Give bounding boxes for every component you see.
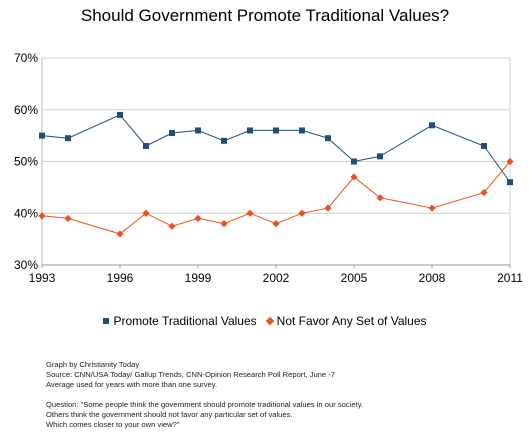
data-point-promote [351, 158, 357, 165]
y-tick-label: 60% [14, 103, 38, 117]
data-point-promote [429, 122, 435, 129]
chart-title: Should Government Promote Traditional Va… [80, 6, 450, 25]
data-point-promote [221, 137, 227, 144]
data-point-promote [247, 127, 253, 134]
data-point-promote [273, 127, 279, 134]
data-point-promote [377, 153, 383, 160]
x-tick-label: 2011 [497, 271, 523, 285]
data-point-not-favor [324, 204, 332, 212]
data-point-not-favor [38, 212, 46, 220]
data-point-not-favor [480, 188, 488, 197]
legend: Promote Traditional Values Not Favor Any… [0, 314, 530, 328]
data-point-promote [143, 142, 149, 149]
data-point-promote [195, 127, 201, 134]
legend-label-promote: Promote Traditional Values [113, 314, 257, 328]
legend-item-not-favor: Not Favor Any Set of Values [265, 314, 427, 328]
x-tick-label: 1996 [107, 271, 134, 285]
data-point-promote [169, 130, 175, 137]
data-point-promote [65, 135, 71, 142]
diamond-marker-icon [265, 316, 274, 326]
data-point-not-favor [220, 220, 228, 228]
data-point-promote [507, 179, 513, 186]
data-point-promote [39, 132, 45, 139]
data-point-not-favor [272, 220, 280, 228]
note-question-3: Which comes closer to your own view?" [46, 420, 180, 429]
data-point-not-favor [142, 209, 150, 217]
data-point-promote [481, 142, 487, 149]
data-point-not-favor [506, 157, 514, 166]
x-tick-label: 2005 [341, 271, 368, 285]
legend-label-not-favor: Not Favor Any Set of Values [276, 314, 427, 328]
data-point-not-favor [376, 194, 384, 202]
data-point-not-favor [168, 222, 176, 230]
y-tick-label: 50% [14, 155, 38, 169]
y-tick-label: 30% [14, 258, 38, 272]
data-point-not-favor [428, 204, 436, 212]
gridlines [42, 57, 510, 266]
data-point-not-favor [350, 173, 358, 181]
note-source: Source: CNN/USA Today/ Gallup Trends, CN… [46, 370, 335, 379]
y-tick-label: 70% [14, 51, 38, 65]
note-question-1: Question: "Some people think the governm… [46, 400, 364, 409]
data-point-promote [299, 127, 305, 134]
note-average: Average used for years with more than on… [46, 380, 218, 389]
legend-item-promote: Promote Traditional Values [103, 314, 257, 328]
note-question-2: Others think the government should not f… [46, 410, 293, 419]
chart-notes: Graph by Christianity Today Source: CNN/… [46, 360, 516, 430]
data-point-promote [117, 111, 123, 118]
series-line-not-favor [41, 161, 511, 235]
note-credit: Graph by Christianity Today [46, 360, 140, 369]
data-point-not-favor [298, 209, 306, 217]
series-group [38, 111, 514, 238]
data-point-not-favor [194, 214, 202, 223]
x-tick-label: 2002 [263, 271, 290, 285]
x-tick-labels: 1993 1996 1999 2002 2005 2008 2011 [29, 271, 524, 285]
data-point-not-favor [246, 209, 254, 217]
axes [41, 58, 511, 268]
x-tick-label: 1993 [29, 271, 56, 285]
x-tick-label: 1999 [185, 271, 212, 285]
y-tick-labels: 30% 40% 50% 60% 70% [14, 51, 38, 272]
series-line-promote [41, 114, 511, 183]
y-tick-label: 40% [14, 206, 38, 220]
x-tick-label: 2008 [419, 271, 446, 285]
data-point-promote [325, 135, 331, 142]
line-chart: 30% 40% 50% 60% 70% 1993 1996 1999 2002 2005 2008… [14, 51, 524, 285]
square-marker-icon [103, 318, 110, 324]
data-point-not-favor [116, 230, 124, 238]
data-point-not-favor [64, 214, 72, 223]
